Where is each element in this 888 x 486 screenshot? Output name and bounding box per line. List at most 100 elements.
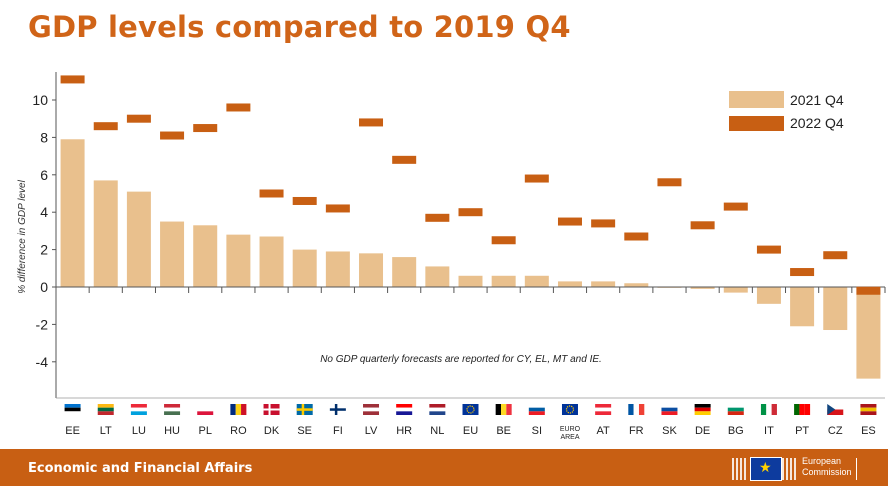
x-tick-label: FR xyxy=(629,425,644,437)
x-tick-label: SK xyxy=(662,425,677,437)
y-tick-label: 8 xyxy=(40,129,48,145)
bar-2021 xyxy=(856,287,881,379)
marker-2022 xyxy=(160,131,185,140)
x-tick-label: EURO xyxy=(560,426,581,433)
marker-2022 xyxy=(60,75,85,84)
bar-2021 xyxy=(524,275,549,287)
bar-2021 xyxy=(790,287,815,327)
flag-icon xyxy=(694,404,711,415)
marker-2022 xyxy=(624,232,649,241)
x-tick-label: IT xyxy=(764,425,774,437)
flag-icon xyxy=(130,404,147,415)
flag-icon xyxy=(794,404,811,415)
markers-2022 xyxy=(60,75,881,295)
marker-2022 xyxy=(823,251,848,260)
flag-icon xyxy=(329,404,346,415)
marker-2022 xyxy=(126,114,151,123)
logo-divider xyxy=(856,458,857,480)
chart-title: GDP levels compared to 2019 Q4 xyxy=(28,10,571,44)
flag-icon xyxy=(296,404,313,415)
x-tick-label: SE xyxy=(297,425,312,437)
bars-2021 xyxy=(60,139,881,379)
chart-annotation: No GDP quarterly forecasts are reported … xyxy=(320,354,602,365)
bar-2021 xyxy=(93,180,118,287)
bar-2021 xyxy=(458,275,483,287)
bar-2021 xyxy=(160,221,185,287)
marker-2022 xyxy=(392,155,417,164)
bar-2021 xyxy=(624,283,649,287)
bar-2021 xyxy=(226,234,251,287)
bar-2021 xyxy=(723,287,748,293)
legend-swatch-2021 xyxy=(729,91,784,108)
flag-icon xyxy=(760,404,777,415)
building-icon xyxy=(782,458,798,480)
ec-logo-text: European Commission xyxy=(802,456,852,477)
x-tick-label: RO xyxy=(230,425,247,437)
building-icon xyxy=(732,458,748,480)
legend-label-2021: 2021 Q4 xyxy=(790,92,844,108)
marker-2022 xyxy=(690,221,715,230)
y-tick-label: -4 xyxy=(36,354,49,370)
y-tick-label: -2 xyxy=(36,316,49,332)
x-tick-label: AT xyxy=(597,425,611,437)
flag-icon xyxy=(97,404,114,415)
bar-chart: -4 -2 0 2 4 6 8 10 EE LT LU HU PL RO DK SE FI LV HR NL EU BE S… xyxy=(17,71,886,441)
flag-icon xyxy=(860,404,877,415)
bar-2021 xyxy=(60,139,85,287)
flag-icon xyxy=(827,404,844,415)
flag-icon xyxy=(197,404,214,415)
y-tick-label: 6 xyxy=(40,167,48,183)
marker-2022 xyxy=(790,268,815,277)
marker-2022 xyxy=(292,196,317,205)
marker-2022 xyxy=(458,208,483,217)
bar-2021 xyxy=(425,266,450,287)
flag-icon xyxy=(528,404,545,415)
flag-icon xyxy=(628,404,645,415)
marker-2022 xyxy=(226,103,251,112)
marker-2022 xyxy=(425,213,450,222)
marker-2022 xyxy=(756,245,781,254)
x-tick-label: LV xyxy=(365,425,378,437)
flag-icon xyxy=(396,404,413,415)
marker-2022 xyxy=(591,219,616,228)
bar-2021 xyxy=(292,249,317,287)
bar-2021 xyxy=(690,287,715,289)
bar-2021 xyxy=(491,275,516,287)
y-axis-label: % difference in GDP level xyxy=(17,179,28,293)
european-commission-logo: European Commission xyxy=(732,452,857,484)
y-tick-label: 2 xyxy=(40,242,48,258)
footer-text: Economic and Financial Affairs xyxy=(28,461,253,476)
marker-2022 xyxy=(259,189,284,198)
x-tick-label: HR xyxy=(396,425,412,437)
flag-icon xyxy=(64,404,81,415)
x-tick-label: PL xyxy=(198,425,211,437)
x-tick-label: NL xyxy=(430,425,444,437)
x-tick-label: SI xyxy=(532,425,542,437)
x-tick-label: EU xyxy=(463,425,478,437)
tick-labels: -4 -2 0 2 4 6 8 10 EE LT LU HU PL RO DK SE FI LV HR NL EU BE S… xyxy=(32,92,875,441)
x-tick-label: HU xyxy=(164,425,180,437)
bar-2021 xyxy=(325,251,350,287)
axes xyxy=(52,71,886,399)
flag-icon xyxy=(495,404,512,415)
flag-icon xyxy=(429,404,446,415)
bar-2021 xyxy=(392,257,417,287)
flag-icon xyxy=(561,404,578,415)
bar-2021 xyxy=(591,281,616,287)
x-tick-label: DE xyxy=(695,425,710,437)
x-tick-label: LT xyxy=(100,425,112,437)
x-tick-label: AREA xyxy=(560,434,579,441)
flag-icon xyxy=(661,404,678,415)
flag-icon xyxy=(164,404,181,415)
x-tick-label: FI xyxy=(333,425,343,437)
flag-icon xyxy=(263,404,280,415)
legend: 2021 Q4 2022 Q4 xyxy=(729,91,844,131)
marker-2022 xyxy=(93,122,118,131)
flag-icon xyxy=(462,404,479,415)
flag-icon xyxy=(595,404,612,415)
flag-icon xyxy=(230,404,247,415)
x-tick-label: CZ xyxy=(828,425,843,437)
marker-2022 xyxy=(359,118,384,127)
marker-2022 xyxy=(723,202,748,211)
footer-bar: Economic and Financial Affairs European … xyxy=(0,449,888,486)
